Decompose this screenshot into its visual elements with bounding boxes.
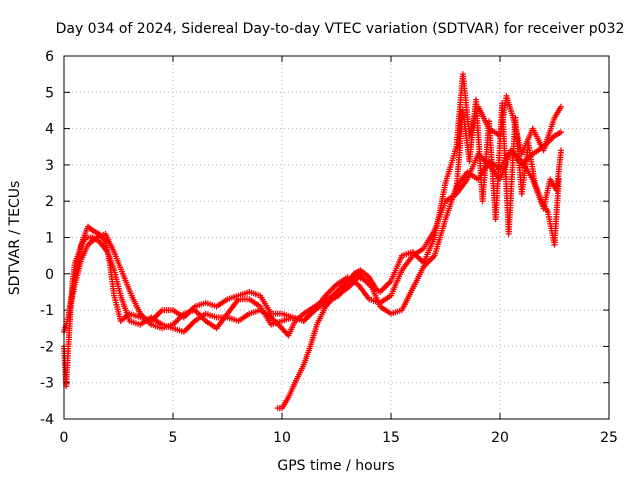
series-trace-d (274, 267, 379, 412)
data-point-marker (558, 103, 564, 110)
data-point-marker (558, 147, 564, 154)
plot-frame (63, 55, 610, 420)
y-tick-label: 5 (45, 85, 54, 101)
y-tick-label: 3 (45, 158, 54, 174)
chart-title: Day 034 of 2024, Sidereal Day-to-day VTE… (56, 21, 625, 37)
y-tick-label: -1 (40, 303, 54, 319)
data-point-marker (372, 285, 379, 292)
y-tick-label: -3 (40, 376, 54, 392)
x-axis-label: GPS time / hours (277, 458, 394, 474)
x-tick-label: 15 (382, 430, 400, 446)
x-tick-label: 5 (169, 430, 178, 446)
x-tick-label: 10 (273, 430, 291, 446)
data-series (61, 71, 564, 412)
y-tick-label: 4 (45, 122, 54, 138)
y-axis-label: SDTVAR / TECUs (7, 181, 23, 296)
y-tick-label: -2 (40, 339, 54, 355)
y-tick-label: 0 (45, 267, 54, 283)
x-tick-label: 20 (491, 430, 509, 446)
axis-ticks: 0 5 10 15 20 25 -4 -3 -2 -1 0 1 2 3 4 5 6 (40, 49, 618, 446)
x-tick-label: 25 (600, 430, 618, 446)
y-tick-label: 2 (45, 194, 54, 210)
y-tick-label: 6 (45, 49, 54, 65)
y-tick-label: 1 (45, 231, 54, 247)
grid-lines (64, 56, 609, 419)
x-tick-label: 0 (60, 430, 69, 446)
y-tick-label: -4 (40, 412, 54, 428)
series-trace-e (453, 96, 562, 248)
data-point-marker (555, 176, 562, 183)
data-point-marker (558, 129, 564, 136)
